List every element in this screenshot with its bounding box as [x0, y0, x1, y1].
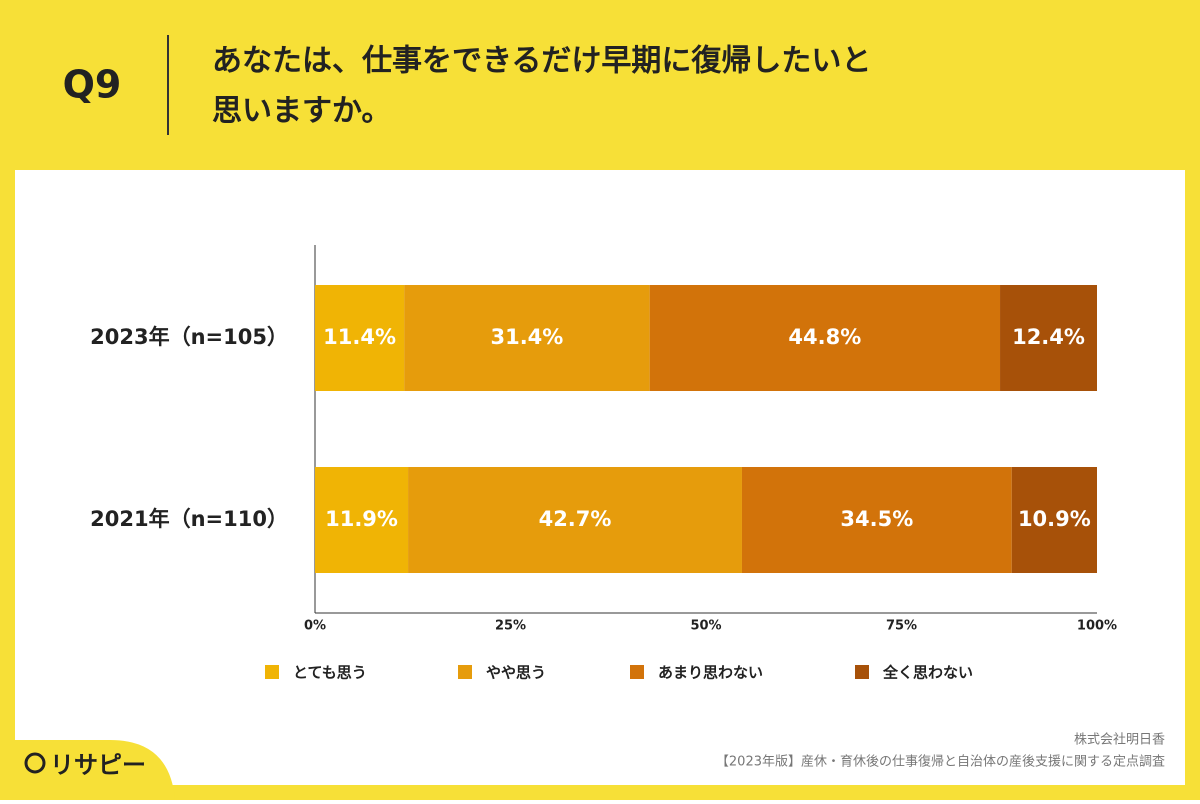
bar-segment — [1011, 467, 1097, 573]
x-tick-label: 75% — [886, 619, 917, 634]
logo-bg — [0, 740, 175, 800]
source-company: 株式会社明日香 — [1074, 732, 1165, 748]
legend-label: やや思う — [486, 664, 546, 682]
value-label: 42.7% — [539, 507, 612, 531]
legend-swatch — [630, 665, 644, 679]
value-label: 11.4% — [323, 325, 396, 349]
value-label: 44.8% — [788, 325, 861, 349]
question-label: Q9 — [63, 63, 122, 107]
legend-swatch — [855, 665, 869, 679]
value-label: 10.9% — [1018, 507, 1091, 531]
y-tick-label: 2023年（n=105） — [90, 325, 288, 349]
bar-segment — [404, 285, 650, 391]
title-line: あなたは、仕事をできるだけ早期に復帰したいと — [212, 44, 871, 79]
bar-segment — [649, 285, 1001, 391]
bar-segment — [315, 285, 405, 391]
value-label: 31.4% — [490, 325, 563, 349]
logo-icon — [24, 752, 46, 774]
y-tick-label: 2021年（n=110） — [90, 507, 288, 531]
bar-segment — [408, 467, 742, 573]
legend-swatch — [265, 665, 279, 679]
bar-segment — [1000, 285, 1097, 391]
value-label: 11.9% — [325, 507, 398, 531]
legend-label: とても思う — [293, 664, 367, 682]
source-survey: 【2023年版】産休・育休後の仕事復帰と自治体の産後支援に関する定点調査 — [716, 754, 1165, 770]
x-tick-label: 50% — [690, 619, 721, 634]
bar-segment — [741, 467, 1012, 573]
value-label: 34.5% — [840, 507, 913, 531]
x-tick-label: 25% — [495, 619, 526, 634]
title-line: 思いますか。 — [212, 94, 391, 129]
legend-swatch — [458, 665, 472, 679]
x-tick-label: 100% — [1077, 619, 1117, 634]
legend-label: あまり思わない — [658, 664, 763, 682]
logo: リサピー — [50, 751, 146, 779]
x-tick-label: 0% — [304, 619, 326, 634]
bar-segment — [315, 467, 409, 573]
value-label: 12.4% — [1012, 325, 1085, 349]
legend-label: 全く思わない — [882, 664, 973, 682]
